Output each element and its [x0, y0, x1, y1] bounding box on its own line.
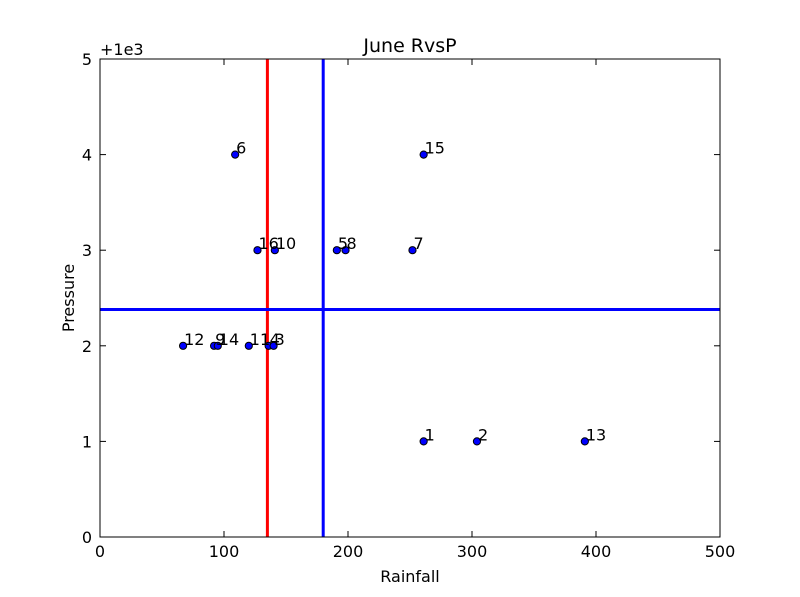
point-label: 11 — [250, 330, 270, 349]
plot-frame — [99, 58, 721, 538]
y-tick-label: 0 — [82, 528, 92, 547]
point-label: 6 — [236, 139, 246, 158]
data-point — [253, 246, 262, 255]
x-tick-label: 100 — [209, 542, 240, 561]
data-point — [244, 341, 253, 350]
y-tick-label: 1 — [82, 432, 92, 451]
y-axis-label: Pressure — [59, 264, 78, 332]
point-label: 4 — [270, 330, 280, 349]
y-tick-label: 3 — [82, 241, 92, 260]
point-label: 16 — [258, 234, 278, 253]
point-label: 14 — [219, 330, 239, 349]
data-points — [178, 150, 589, 446]
reference-lines — [100, 59, 720, 537]
point-label: 12 — [184, 330, 204, 349]
data-point — [269, 341, 278, 350]
data-point — [419, 150, 428, 159]
point-label: 8 — [347, 234, 357, 253]
point-label: 2 — [478, 425, 488, 444]
data-point — [580, 437, 589, 446]
x-axis-label: Rainfall — [380, 567, 439, 586]
data-point — [178, 341, 188, 350]
data-point — [408, 246, 417, 255]
x-tick-label: 200 — [333, 542, 364, 561]
data-point — [419, 437, 428, 446]
point-label: 15 — [425, 139, 445, 158]
point-label: 5 — [338, 234, 348, 253]
point-label: 13 — [586, 425, 606, 444]
x-tick-label: 500 — [705, 542, 736, 561]
data-point — [341, 246, 350, 255]
point-label: 3 — [275, 330, 285, 349]
y-tick-label: 2 — [82, 337, 92, 356]
point-label: 7 — [413, 234, 423, 253]
y-tick-label: 4 — [82, 146, 92, 165]
y-offset-label: +1e3 — [100, 40, 144, 59]
data-point — [213, 341, 222, 350]
data-point — [231, 150, 240, 159]
point-label: 9 — [215, 330, 225, 349]
data-point — [472, 437, 482, 446]
data-point — [332, 246, 341, 255]
x-tick-label: 0 — [95, 542, 105, 561]
chart-title: June RvsP — [362, 35, 456, 57]
x-axis-ticks: 0 100 200 300 400 500 — [95, 59, 735, 561]
point-label: 10 — [276, 234, 296, 253]
x-tick-label: 400 — [581, 542, 612, 561]
data-point — [270, 246, 279, 255]
point-label: 1 — [425, 425, 435, 444]
x-tick-label: 300 — [457, 542, 488, 561]
y-tick-label: 5 — [82, 50, 92, 69]
